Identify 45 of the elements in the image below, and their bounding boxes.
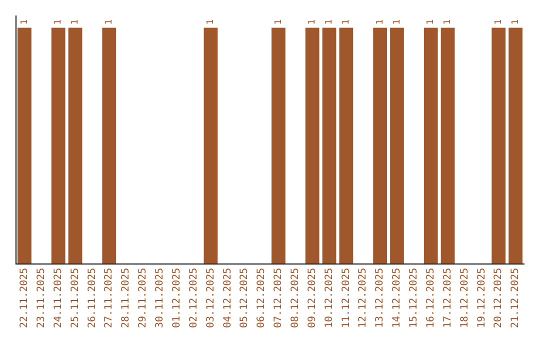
x-tick-label: 15.12.2025 — [408, 268, 420, 328]
x-tick-label: 13.12.2025 — [374, 268, 386, 328]
data-label: 1 — [510, 19, 521, 25]
x-tick-label: 01.12.2025 — [171, 268, 182, 328]
x-tick-label: 21.12.2025 — [510, 268, 522, 328]
x-tick-label: 28.11.2025 — [120, 268, 132, 328]
x-tick-label: 06.12.2025 — [256, 268, 268, 328]
x-tick-label: 24.11.2025 — [52, 268, 64, 328]
data-label: 1 — [426, 19, 436, 25]
x-tick-label: 14.12.2025 — [392, 268, 403, 328]
x-tick-label: 07.12.2025 — [273, 268, 284, 328]
data-label: 1 — [104, 19, 114, 25]
data-label: 1 — [375, 19, 386, 25]
x-tick-label: 26.11.2025 — [86, 268, 98, 328]
x-tick-label: 20.12.2025 — [493, 268, 504, 328]
x-tick-label: 23.11.2025 — [36, 268, 47, 328]
data-label: 1 — [443, 19, 454, 25]
x-tick-label: 11.12.2025 — [340, 268, 352, 328]
x-tick-label: 03.12.2025 — [205, 268, 216, 328]
x-tick-label: 05.12.2025 — [239, 268, 250, 328]
data-label: 1 — [308, 19, 318, 25]
x-tick-label: 22.11.2025 — [19, 268, 30, 328]
data-label: 1 — [20, 19, 30, 25]
data-label: 1 — [392, 19, 402, 25]
x-tick-label: 04.12.2025 — [222, 268, 234, 328]
data-label: 1 — [54, 19, 64, 25]
x-tick-label: 30.11.2025 — [154, 268, 166, 328]
x-tick-label: 29.11.2025 — [138, 268, 149, 328]
x-tick-label: 09.12.2025 — [306, 268, 318, 328]
x-tick-label: 02.12.2025 — [188, 268, 200, 328]
data-label: 1 — [206, 19, 216, 25]
x-tick-label: 18.12.2025 — [459, 268, 470, 328]
x-tick-label: 25.11.2025 — [70, 268, 81, 328]
x-tick-label: 16.12.2025 — [425, 268, 436, 328]
x-tick-label: 12.12.2025 — [358, 268, 369, 328]
x-tick-label: 08.12.2025 — [290, 268, 301, 328]
data-label: 1 — [324, 19, 335, 25]
x-tick-label: 19.12.2025 — [476, 268, 488, 328]
x-tick-label: 17.12.2025 — [442, 268, 454, 328]
data-label: 1 — [342, 19, 352, 25]
data-label: 1 — [274, 19, 284, 25]
data-label: 1 — [494, 19, 504, 25]
data-label: 1 — [70, 19, 81, 25]
x-tick-label: 10.12.2025 — [324, 268, 335, 328]
x-tick-label: 27.11.2025 — [104, 268, 115, 328]
